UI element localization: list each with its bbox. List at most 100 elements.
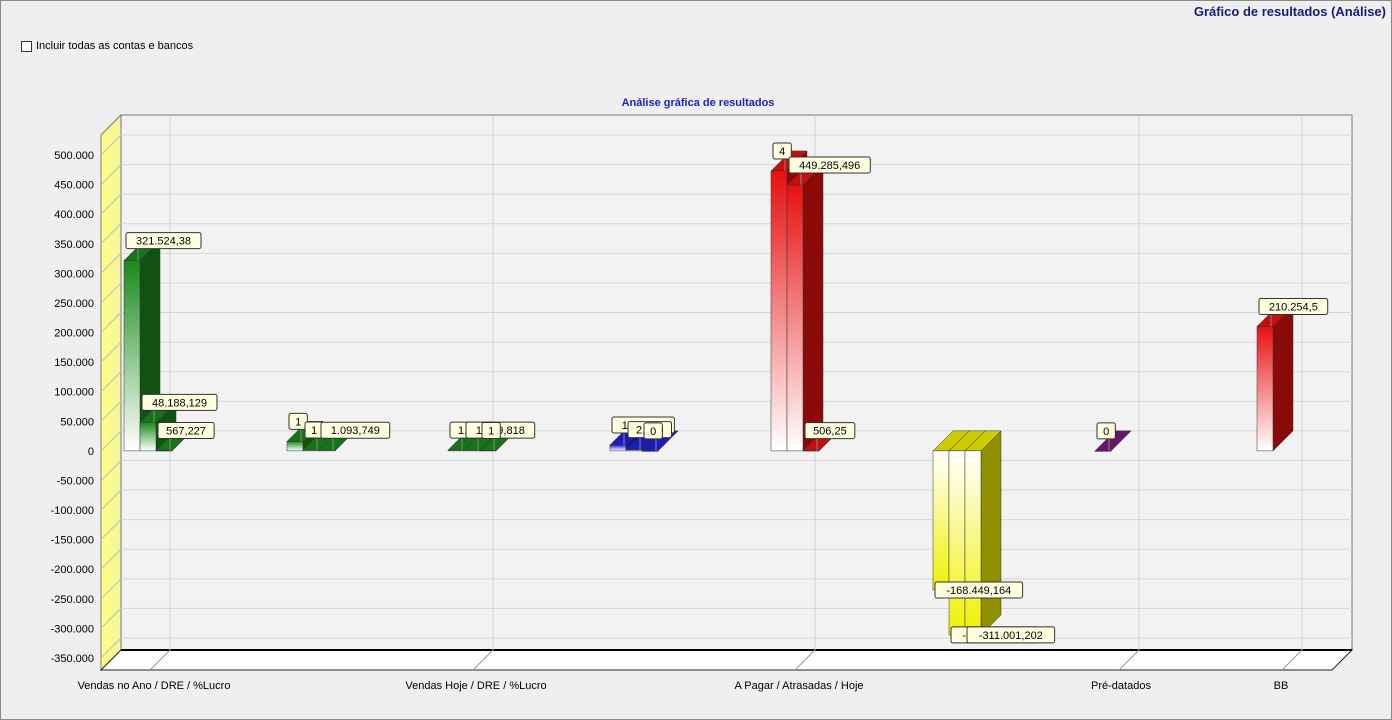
y-tick-label: 400.000: [54, 209, 94, 221]
window-title: Gráfico de resultados (Análise): [1193, 4, 1386, 19]
gridline-side: [100, 460, 122, 481]
include-all-label: Incluir todas as contas e bancos: [36, 40, 194, 52]
gridline-floor: [1118, 649, 1140, 671]
gridline-side: [100, 608, 122, 629]
data-label: 321.524,38: [136, 236, 191, 248]
x-category-label: Vendas no Ano / DRE / %Lucro: [78, 680, 231, 692]
bar: [302, 449, 320, 452]
include-all-checkbox[interactable]: [21, 40, 32, 52]
bar-side: [980, 430, 1002, 636]
gridline-side: [100, 578, 122, 600]
chart-title: Análise gráfica de resultados: [622, 97, 775, 109]
gridline-side: [100, 341, 122, 363]
gridline-side: [100, 223, 122, 245]
data-label: 449.285,496: [799, 160, 860, 172]
data-label: 0: [1103, 426, 1109, 438]
gridline-floor: [794, 649, 816, 671]
data-label-box: [157, 422, 215, 440]
data-label: 210.254,5: [1269, 301, 1318, 313]
bar: [286, 441, 304, 452]
y-tick-label: 350.000: [54, 239, 94, 251]
data-label: -311.001,202: [979, 630, 1043, 642]
bar: [770, 170, 788, 452]
y-tick-label: -50.000: [57, 475, 94, 487]
bar: [1094, 450, 1112, 452]
y-tick-label: 100.000: [54, 387, 94, 399]
y-tick-label: 450.000: [54, 180, 94, 192]
gridline-side: [100, 282, 122, 304]
y-tick-label: 300.000: [54, 268, 94, 280]
data-label-box: [966, 626, 1056, 644]
gridline-side: [100, 371, 122, 393]
x-category-label: A Pagar / Atrasadas / Hoje: [734, 680, 863, 692]
data-label: 4: [779, 146, 785, 158]
bar: [625, 449, 643, 452]
x-category-label: Vendas Hoje / DRE / %Lucro: [405, 680, 546, 692]
bar: [1256, 326, 1274, 452]
bar: [948, 450, 966, 636]
bar: [155, 450, 173, 452]
bar: [479, 450, 497, 452]
gridline-floor: [472, 649, 494, 671]
x-category-label: BB: [1274, 680, 1289, 692]
data-label-box: [1096, 422, 1116, 440]
bar: [932, 450, 950, 591]
gridline-side: [100, 430, 122, 452]
gridline-side: [100, 193, 122, 215]
data-label: 1.093,749: [331, 425, 380, 437]
bar: [964, 450, 982, 636]
bar: [318, 449, 336, 452]
bar: [447, 449, 465, 452]
bar: [641, 450, 659, 452]
data-label: 1: [488, 425, 494, 437]
data-label-box: [1258, 297, 1329, 315]
data-label: 48.188,129: [152, 397, 207, 409]
y-tick-label: 150.000: [54, 357, 94, 369]
gridline-side: [100, 548, 122, 570]
bar: [123, 260, 141, 452]
left-wall: [100, 113, 122, 672]
gridline-floor: [1281, 649, 1303, 671]
gridline-side: [100, 400, 122, 422]
data-label-box: [141, 393, 218, 411]
y-tick-label: -250.000: [51, 594, 94, 606]
y-tick-label: -300.000: [51, 623, 94, 635]
data-label-box: [934, 581, 1024, 599]
gridline-floor: [149, 649, 171, 671]
data-label-box: [288, 412, 308, 430]
data-label-box: [125, 232, 202, 250]
data-label-box: [320, 421, 391, 439]
gridline-side: [100, 312, 122, 333]
y-tick-label: 500.000: [54, 150, 94, 162]
back-wall: [120, 114, 1353, 651]
data-label: 506,25: [813, 426, 847, 438]
gridline-side: [100, 134, 122, 156]
gridline-side: [100, 164, 122, 185]
gridline-side: [100, 637, 122, 659]
bar: [786, 184, 804, 452]
y-tick-label: -100.000: [51, 505, 94, 517]
y-tick-label: 250.000: [54, 298, 94, 310]
gridline-side: [100, 489, 122, 511]
y-tick-label: 50.000: [60, 416, 94, 428]
y-tick-label: 200.000: [54, 328, 94, 340]
x-category-label: Pré-datados: [1091, 680, 1151, 692]
bar-side: [802, 164, 824, 452]
bar-side: [1272, 305, 1294, 452]
bar: [609, 444, 627, 452]
data-label-box: [643, 422, 663, 440]
bar: [139, 422, 157, 452]
gridline-side: [100, 519, 122, 541]
data-label-box: [481, 421, 501, 439]
include-all-option[interactable]: Incluir todas as contas e bancos: [21, 40, 193, 52]
y-tick-label: 0: [88, 446, 94, 458]
data-label: 567,227: [166, 426, 206, 438]
data-label: 0: [650, 426, 656, 438]
y-tick-label: -200.000: [51, 564, 94, 576]
data-label-box: [804, 422, 856, 440]
y-tick-label: -150.000: [51, 535, 94, 547]
gridline-side: [100, 252, 122, 274]
data-label: -168.449,164: [946, 585, 1011, 597]
floor: [99, 649, 1354, 671]
